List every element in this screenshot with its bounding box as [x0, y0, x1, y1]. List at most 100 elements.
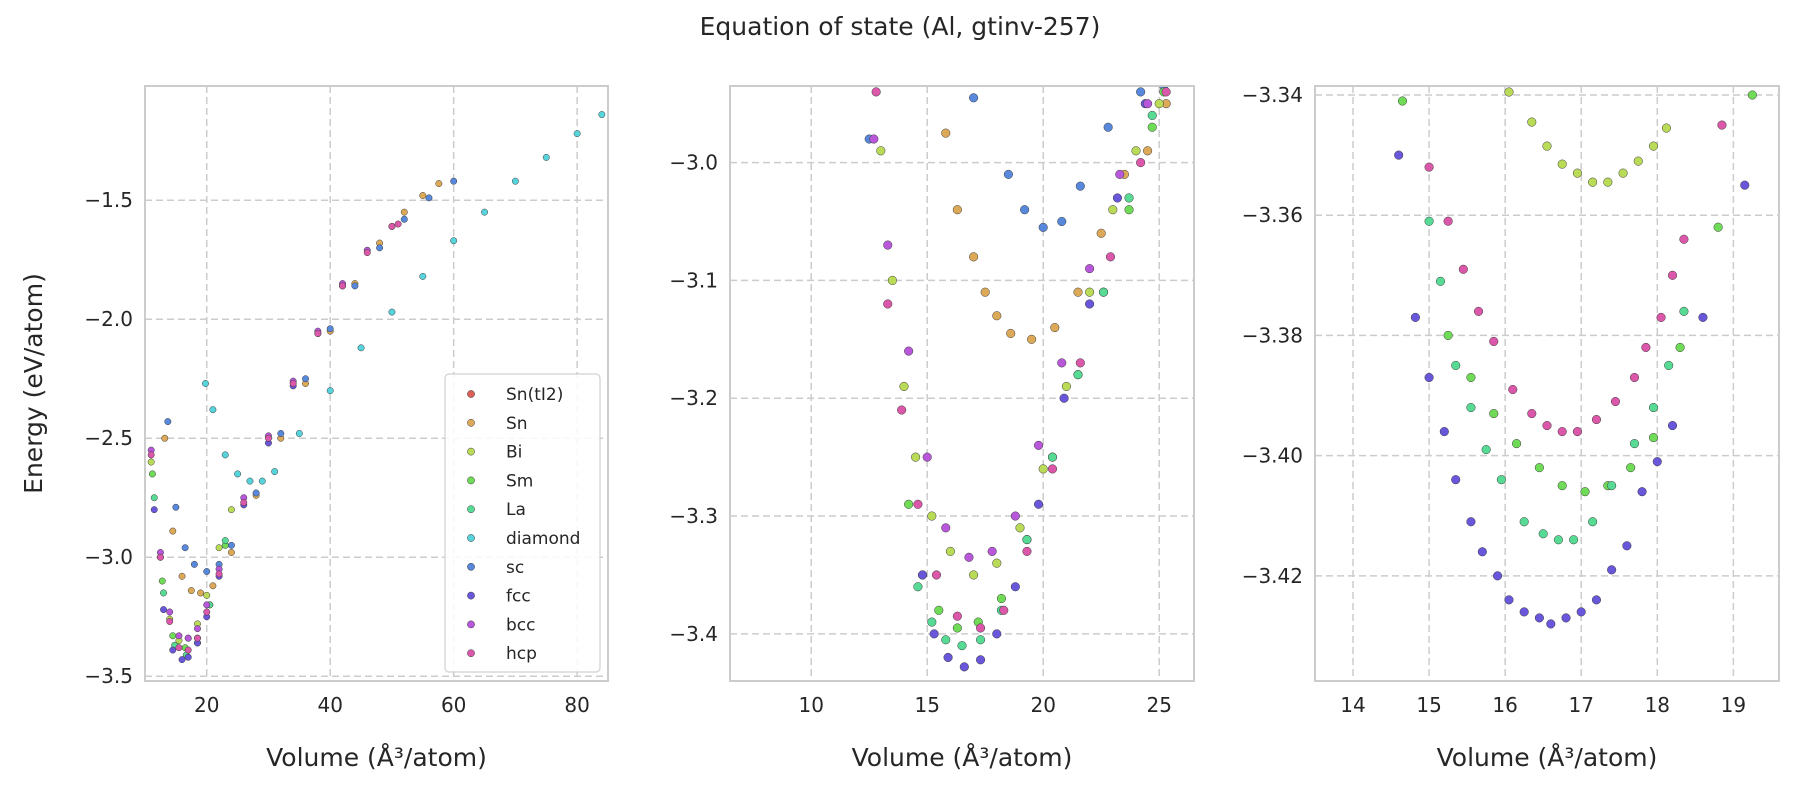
data-point	[871, 87, 881, 97]
data-point	[1061, 381, 1071, 391]
data-point	[227, 506, 235, 514]
data-point	[435, 180, 443, 188]
legend-marker	[467, 505, 475, 514]
x-tick-label: 18	[1645, 693, 1670, 717]
y-tick-label: −3.34	[1242, 83, 1303, 107]
data-point	[221, 451, 229, 459]
data-points	[864, 86, 1171, 672]
data-point	[1006, 328, 1016, 338]
data-point	[941, 635, 951, 645]
data-points	[147, 111, 606, 664]
data-point	[1034, 499, 1044, 509]
data-point	[147, 458, 155, 466]
legend-label: Sm	[506, 471, 533, 491]
legend-marker	[467, 390, 475, 398]
data-point	[295, 430, 303, 437]
data-point	[1519, 517, 1529, 527]
data-point	[876, 146, 886, 156]
grid	[730, 86, 1194, 681]
y-tick-label: −3.38	[1242, 323, 1303, 347]
x-tick-label: 60	[441, 693, 466, 717]
data-point	[184, 653, 192, 661]
data-point	[1161, 87, 1171, 97]
data-point	[161, 434, 169, 442]
data-point	[227, 549, 235, 556]
data-point	[215, 570, 223, 578]
legend-marker	[467, 418, 475, 427]
data-point	[904, 346, 914, 356]
series-bcc	[869, 99, 1153, 562]
data-point	[1147, 122, 1157, 132]
data-point	[913, 582, 923, 592]
legend-item: Sn(tI2)	[467, 385, 563, 405]
data-point	[1124, 205, 1134, 215]
x-tick-label: 40	[317, 693, 342, 717]
legend-marker	[467, 476, 475, 485]
data-point	[178, 656, 186, 664]
data-point	[1477, 547, 1487, 557]
x-axis-label: Volume (Å³/atom)	[266, 743, 487, 772]
data-point	[175, 632, 183, 640]
data-point	[148, 470, 156, 478]
data-point	[1057, 358, 1067, 368]
data-point	[400, 215, 408, 223]
panel-1: 20 40 60 80 −3.5 −3.0 −2.5 −2.0 −1.5 Volume (Å³/a…	[19, 85, 609, 772]
legend-item: Sm	[467, 471, 533, 491]
data-point	[1542, 421, 1552, 431]
data-point	[1410, 312, 1420, 322]
legend-marker	[467, 534, 475, 542]
series-hcp	[871, 87, 1171, 633]
data-point	[1527, 117, 1537, 127]
data-point	[1527, 409, 1537, 419]
data-point	[1557, 427, 1567, 437]
data-point	[234, 470, 242, 478]
data-point	[1059, 393, 1069, 403]
data-point	[918, 570, 928, 580]
figure-title: Equation of state (Al, gtinv-257)	[700, 12, 1101, 41]
data-point	[976, 635, 986, 645]
data-point	[957, 641, 967, 651]
data-point	[1519, 607, 1529, 617]
data-point	[1047, 452, 1058, 462]
data-point	[400, 208, 408, 216]
data-point	[1576, 607, 1586, 617]
data-point	[952, 205, 962, 215]
data-point	[1466, 372, 1476, 383]
data-point	[1512, 439, 1522, 449]
data-point	[203, 568, 211, 575]
data-point	[1534, 463, 1544, 473]
data-point	[1394, 150, 1404, 160]
data-point	[203, 608, 211, 616]
grid	[1315, 86, 1779, 681]
x-tick-label: 20	[194, 693, 219, 717]
data-point	[252, 489, 260, 497]
series-sn	[161, 180, 443, 597]
data-point	[326, 325, 334, 333]
data-point	[215, 544, 223, 552]
data-point	[899, 381, 909, 391]
data-point	[1085, 299, 1095, 309]
data-point	[1397, 96, 1408, 106]
x-tick-label: 16	[1492, 693, 1517, 717]
data-point	[999, 605, 1009, 615]
data-point	[388, 308, 396, 316]
data-point	[1717, 120, 1727, 130]
data-point	[1108, 205, 1118, 215]
legend-label: Bi	[506, 443, 522, 463]
data-point	[1667, 421, 1678, 431]
data-point	[351, 282, 359, 290]
data-point	[172, 503, 180, 511]
data-point	[1143, 99, 1153, 109]
data-point	[904, 499, 914, 509]
x-axis-label: Volume (Å³/atom)	[1437, 743, 1658, 772]
data-point	[1131, 146, 1141, 156]
data-point	[1010, 582, 1020, 592]
data-point	[1098, 287, 1109, 297]
series-sn	[941, 99, 1171, 344]
data-point	[1075, 358, 1085, 368]
x-axis-label: Volume (Å³/atom)	[852, 743, 1073, 772]
data-point	[897, 405, 907, 415]
data-point	[913, 499, 923, 509]
data-point	[1022, 546, 1032, 556]
data-point	[992, 629, 1002, 639]
